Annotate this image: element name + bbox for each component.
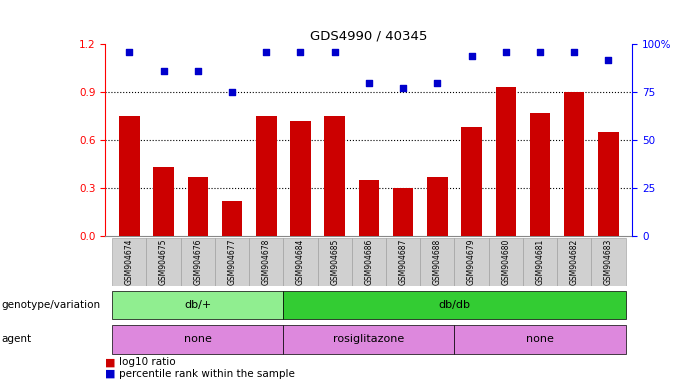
Bar — [496, 87, 516, 236]
Title: GDS4990 / 40345: GDS4990 / 40345 — [310, 30, 428, 43]
Bar — [256, 116, 277, 236]
Bar — [386, 238, 420, 286]
Bar — [592, 238, 626, 286]
Bar — [290, 121, 311, 236]
Bar — [358, 180, 379, 236]
Bar — [489, 238, 523, 286]
Point — [603, 56, 614, 63]
Text: GSM904679: GSM904679 — [467, 239, 476, 285]
Text: GSM904685: GSM904685 — [330, 239, 339, 285]
Text: percentile rank within the sample: percentile rank within the sample — [119, 369, 295, 379]
Bar — [564, 92, 585, 236]
Bar — [222, 201, 242, 236]
Text: GSM904675: GSM904675 — [159, 239, 168, 285]
Bar — [352, 238, 386, 286]
Text: genotype/variation: genotype/variation — [1, 300, 101, 310]
Point — [398, 85, 409, 91]
Text: GSM904683: GSM904683 — [604, 239, 613, 285]
Text: GSM904681: GSM904681 — [536, 239, 545, 285]
Text: db/+: db/+ — [184, 300, 211, 310]
Bar — [598, 132, 619, 236]
Bar — [112, 325, 284, 354]
Point — [158, 68, 169, 74]
Point — [534, 49, 545, 55]
Text: GSM904686: GSM904686 — [364, 239, 373, 285]
Point — [432, 79, 443, 86]
Bar — [284, 291, 626, 319]
Text: GSM904688: GSM904688 — [433, 239, 442, 285]
Bar — [112, 291, 284, 319]
Bar — [523, 238, 557, 286]
Text: agent: agent — [1, 334, 31, 344]
Bar — [188, 177, 208, 236]
Text: GSM904680: GSM904680 — [501, 239, 510, 285]
Bar — [420, 238, 454, 286]
Bar — [119, 116, 139, 236]
Bar — [284, 325, 454, 354]
Text: GSM904674: GSM904674 — [125, 239, 134, 285]
Bar — [530, 113, 550, 236]
Bar — [454, 238, 489, 286]
Text: rosiglitazone: rosiglitazone — [333, 334, 405, 344]
Point — [124, 49, 135, 55]
Bar — [324, 116, 345, 236]
Point — [466, 53, 477, 59]
Bar — [454, 325, 626, 354]
Bar — [557, 238, 592, 286]
Text: GSM904676: GSM904676 — [193, 239, 202, 285]
Point — [295, 49, 306, 55]
Point — [261, 49, 272, 55]
Text: GSM904677: GSM904677 — [228, 239, 237, 285]
Text: db/db: db/db — [439, 300, 471, 310]
Bar — [393, 188, 413, 236]
Bar — [181, 238, 215, 286]
Point — [500, 49, 511, 55]
Text: GSM904687: GSM904687 — [398, 239, 407, 285]
Text: none: none — [184, 334, 211, 344]
Bar — [284, 238, 318, 286]
Point — [329, 49, 340, 55]
Text: GSM904682: GSM904682 — [570, 239, 579, 285]
Bar — [112, 238, 146, 286]
Text: GSM904678: GSM904678 — [262, 239, 271, 285]
Bar — [427, 177, 447, 236]
Point — [364, 79, 375, 86]
Text: ■: ■ — [105, 358, 116, 367]
Bar — [153, 167, 174, 236]
Point — [568, 49, 579, 55]
Point — [226, 89, 237, 95]
Bar — [146, 238, 181, 286]
Text: GSM904684: GSM904684 — [296, 239, 305, 285]
Text: none: none — [526, 334, 554, 344]
Text: ■: ■ — [105, 369, 116, 379]
Bar — [215, 238, 249, 286]
Point — [192, 68, 203, 74]
Bar — [318, 238, 352, 286]
Text: log10 ratio: log10 ratio — [119, 358, 175, 367]
Bar — [249, 238, 284, 286]
Bar — [461, 127, 482, 236]
